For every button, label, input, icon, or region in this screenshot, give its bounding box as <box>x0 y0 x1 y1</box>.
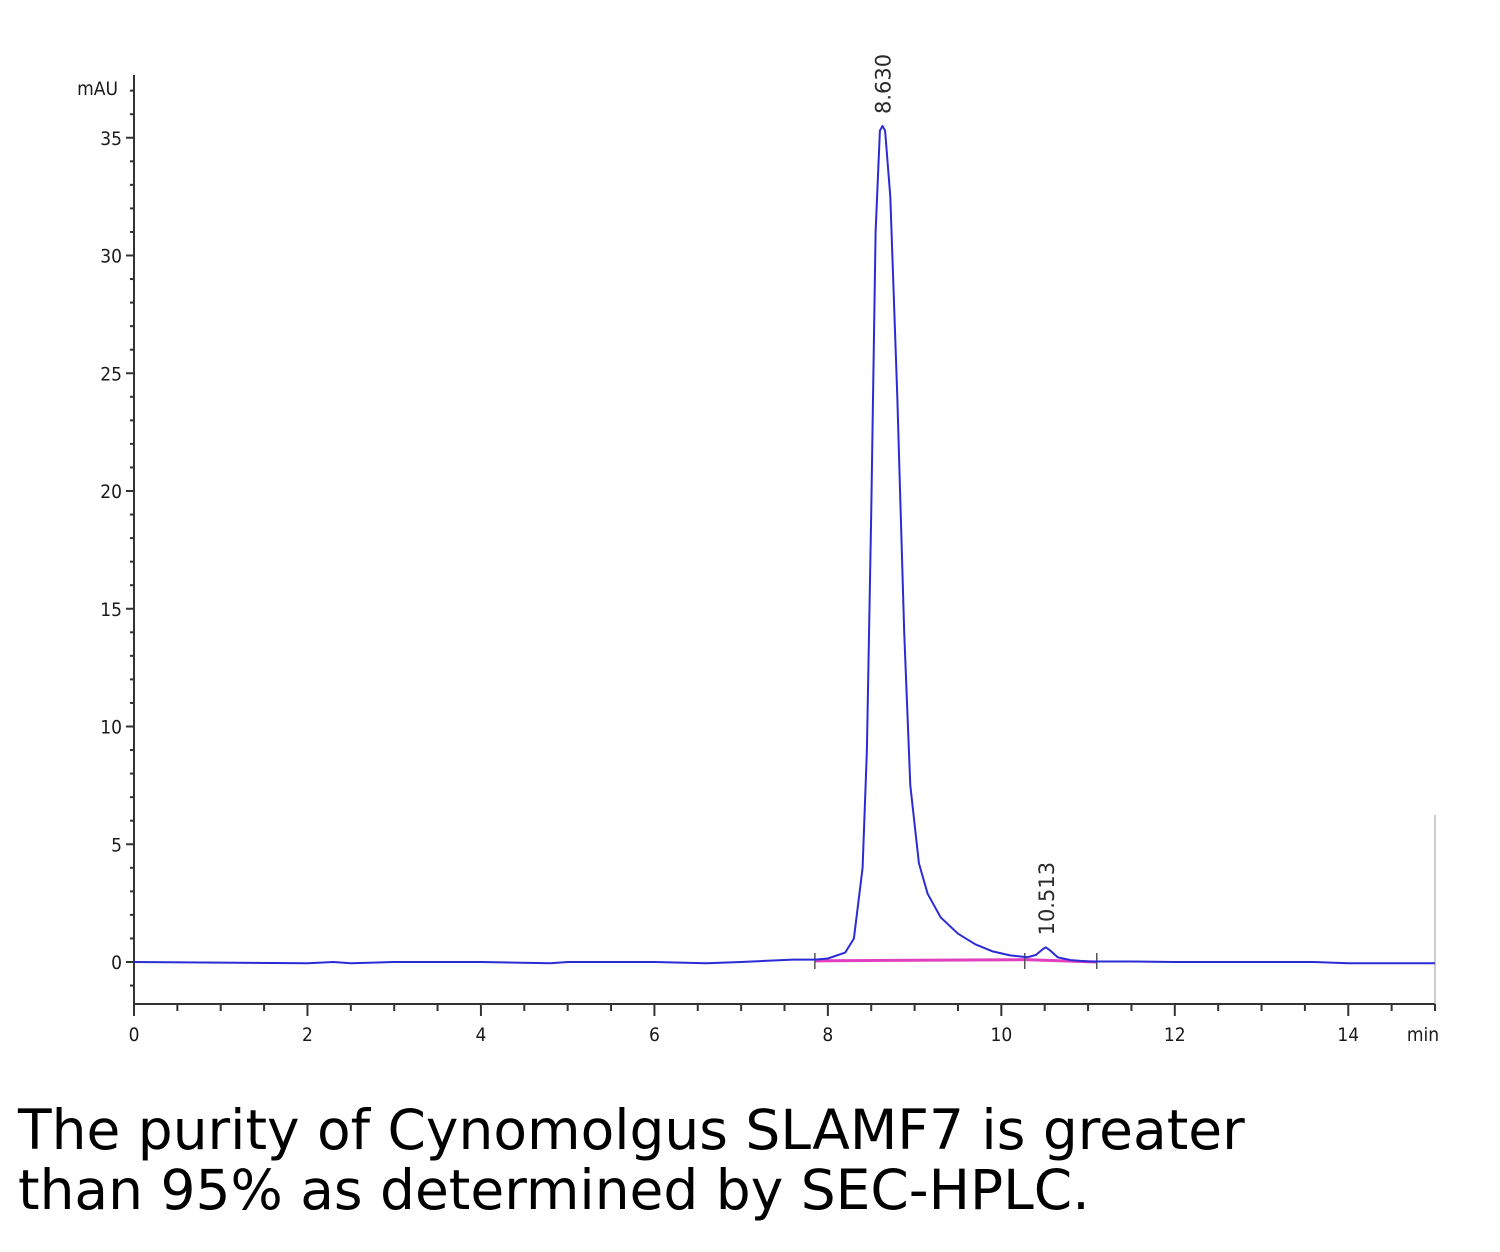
caption-line-2: than 95% as determined by SEC-HPLC. <box>18 1158 1090 1222</box>
baseline-segment <box>814 958 1025 963</box>
x-tick-label: 12 <box>1164 1024 1186 1046</box>
caption-line-1: The purity of Cynomolgus SLAMF7 is great… <box>18 1098 1245 1162</box>
x-tick-label: 10 <box>990 1024 1012 1046</box>
y-tick-label: 15 <box>100 599 122 621</box>
x-tick-label: 14 <box>1337 1024 1359 1046</box>
x-tick-label: 2 <box>302 1024 313 1046</box>
peak-labels: 8.630 10.513 <box>872 54 1059 936</box>
y-tick-label: 5 <box>111 834 122 856</box>
x-tick-label: 4 <box>475 1024 486 1046</box>
peak-retention-label: 10.513 <box>1035 862 1059 935</box>
peak-retention-label: 8.630 <box>872 54 896 114</box>
y-tick-label: 25 <box>100 363 122 385</box>
chromatogram-chart: 0 5 10 15 20 25 30 35 mAU 0 2 4 6 8 10 12 14 min 8.630 10.… <box>77 54 1439 1046</box>
x-tick-label: 0 <box>129 1024 140 1046</box>
y-tick-label: 0 <box>111 952 122 974</box>
trace-line <box>133 125 1435 965</box>
x-tick-label: 8 <box>822 1024 833 1046</box>
axes: 0 5 10 15 20 25 30 35 mAU 0 2 4 6 8 10 12 14 min <box>77 75 1439 1046</box>
y-unit-label: mAU <box>77 78 118 100</box>
x-unit-label: min <box>1407 1024 1439 1046</box>
chromatogram-trace <box>133 125 1435 965</box>
y-tick-label: 30 <box>100 246 122 268</box>
figure-caption: The purity of Cynomolgus SLAMF7 is great… <box>18 1100 1478 1220</box>
y-tick-label: 20 <box>100 481 122 503</box>
y-tick-label: 35 <box>100 128 122 150</box>
y-tick-label: 10 <box>100 717 122 739</box>
x-tick-label: 6 <box>649 1024 660 1046</box>
